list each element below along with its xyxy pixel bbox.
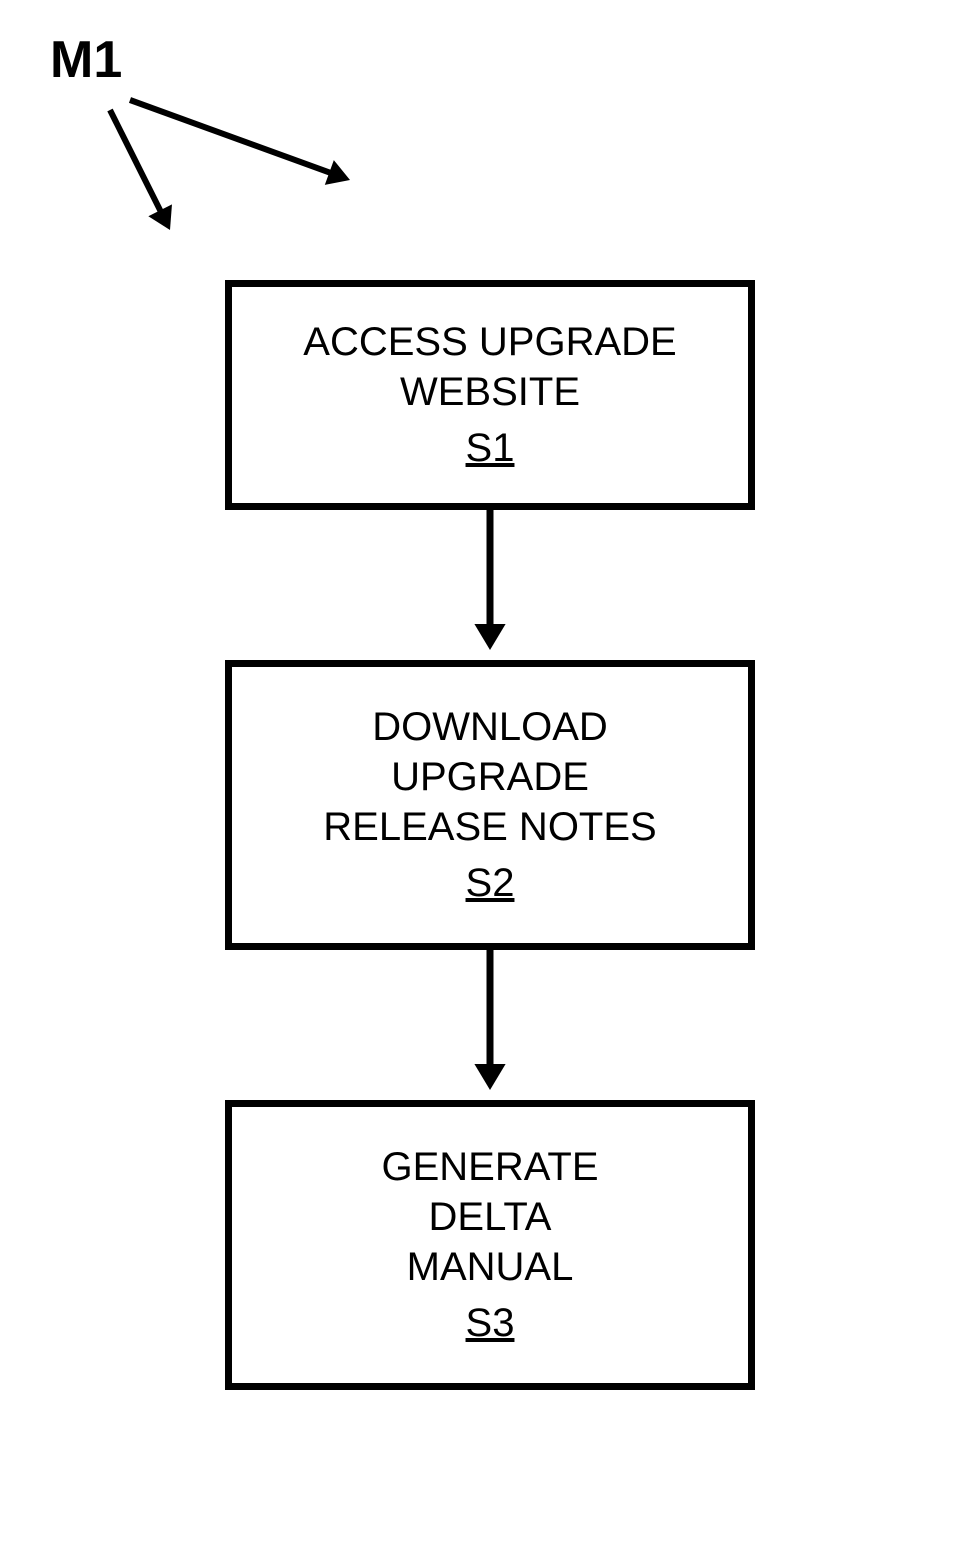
node-s1-line1: ACCESS UPGRADE xyxy=(303,317,676,367)
diagram-label-m1: M1 xyxy=(50,30,122,90)
node-s3-line1: GENERATE xyxy=(381,1142,598,1192)
flowchart-node-s2: DOWNLOAD UPGRADE RELEASE NOTES S2 xyxy=(225,660,755,950)
node-s2-line2: UPGRADE xyxy=(391,752,589,802)
node-s1-line2: WEBSITE xyxy=(400,367,580,417)
node-s3-id: S3 xyxy=(466,1298,515,1348)
node-s2-line3: RELEASE NOTES xyxy=(323,802,656,852)
node-s1-id: S1 xyxy=(466,423,515,473)
flowchart-canvas: M1 ACCESS UPGRADE WEBSITE S1 DOWNLOAD UP… xyxy=(0,0,974,1564)
flowchart-node-s3: GENERATE DELTA MANUAL S3 xyxy=(225,1100,755,1390)
node-s2-line1: DOWNLOAD xyxy=(372,702,608,752)
node-s3-line3: MANUAL xyxy=(407,1242,574,1292)
flowchart-node-s1: ACCESS UPGRADE WEBSITE S1 xyxy=(225,280,755,510)
node-s3-line2: DELTA xyxy=(429,1192,552,1242)
node-s2-id: S2 xyxy=(466,858,515,908)
